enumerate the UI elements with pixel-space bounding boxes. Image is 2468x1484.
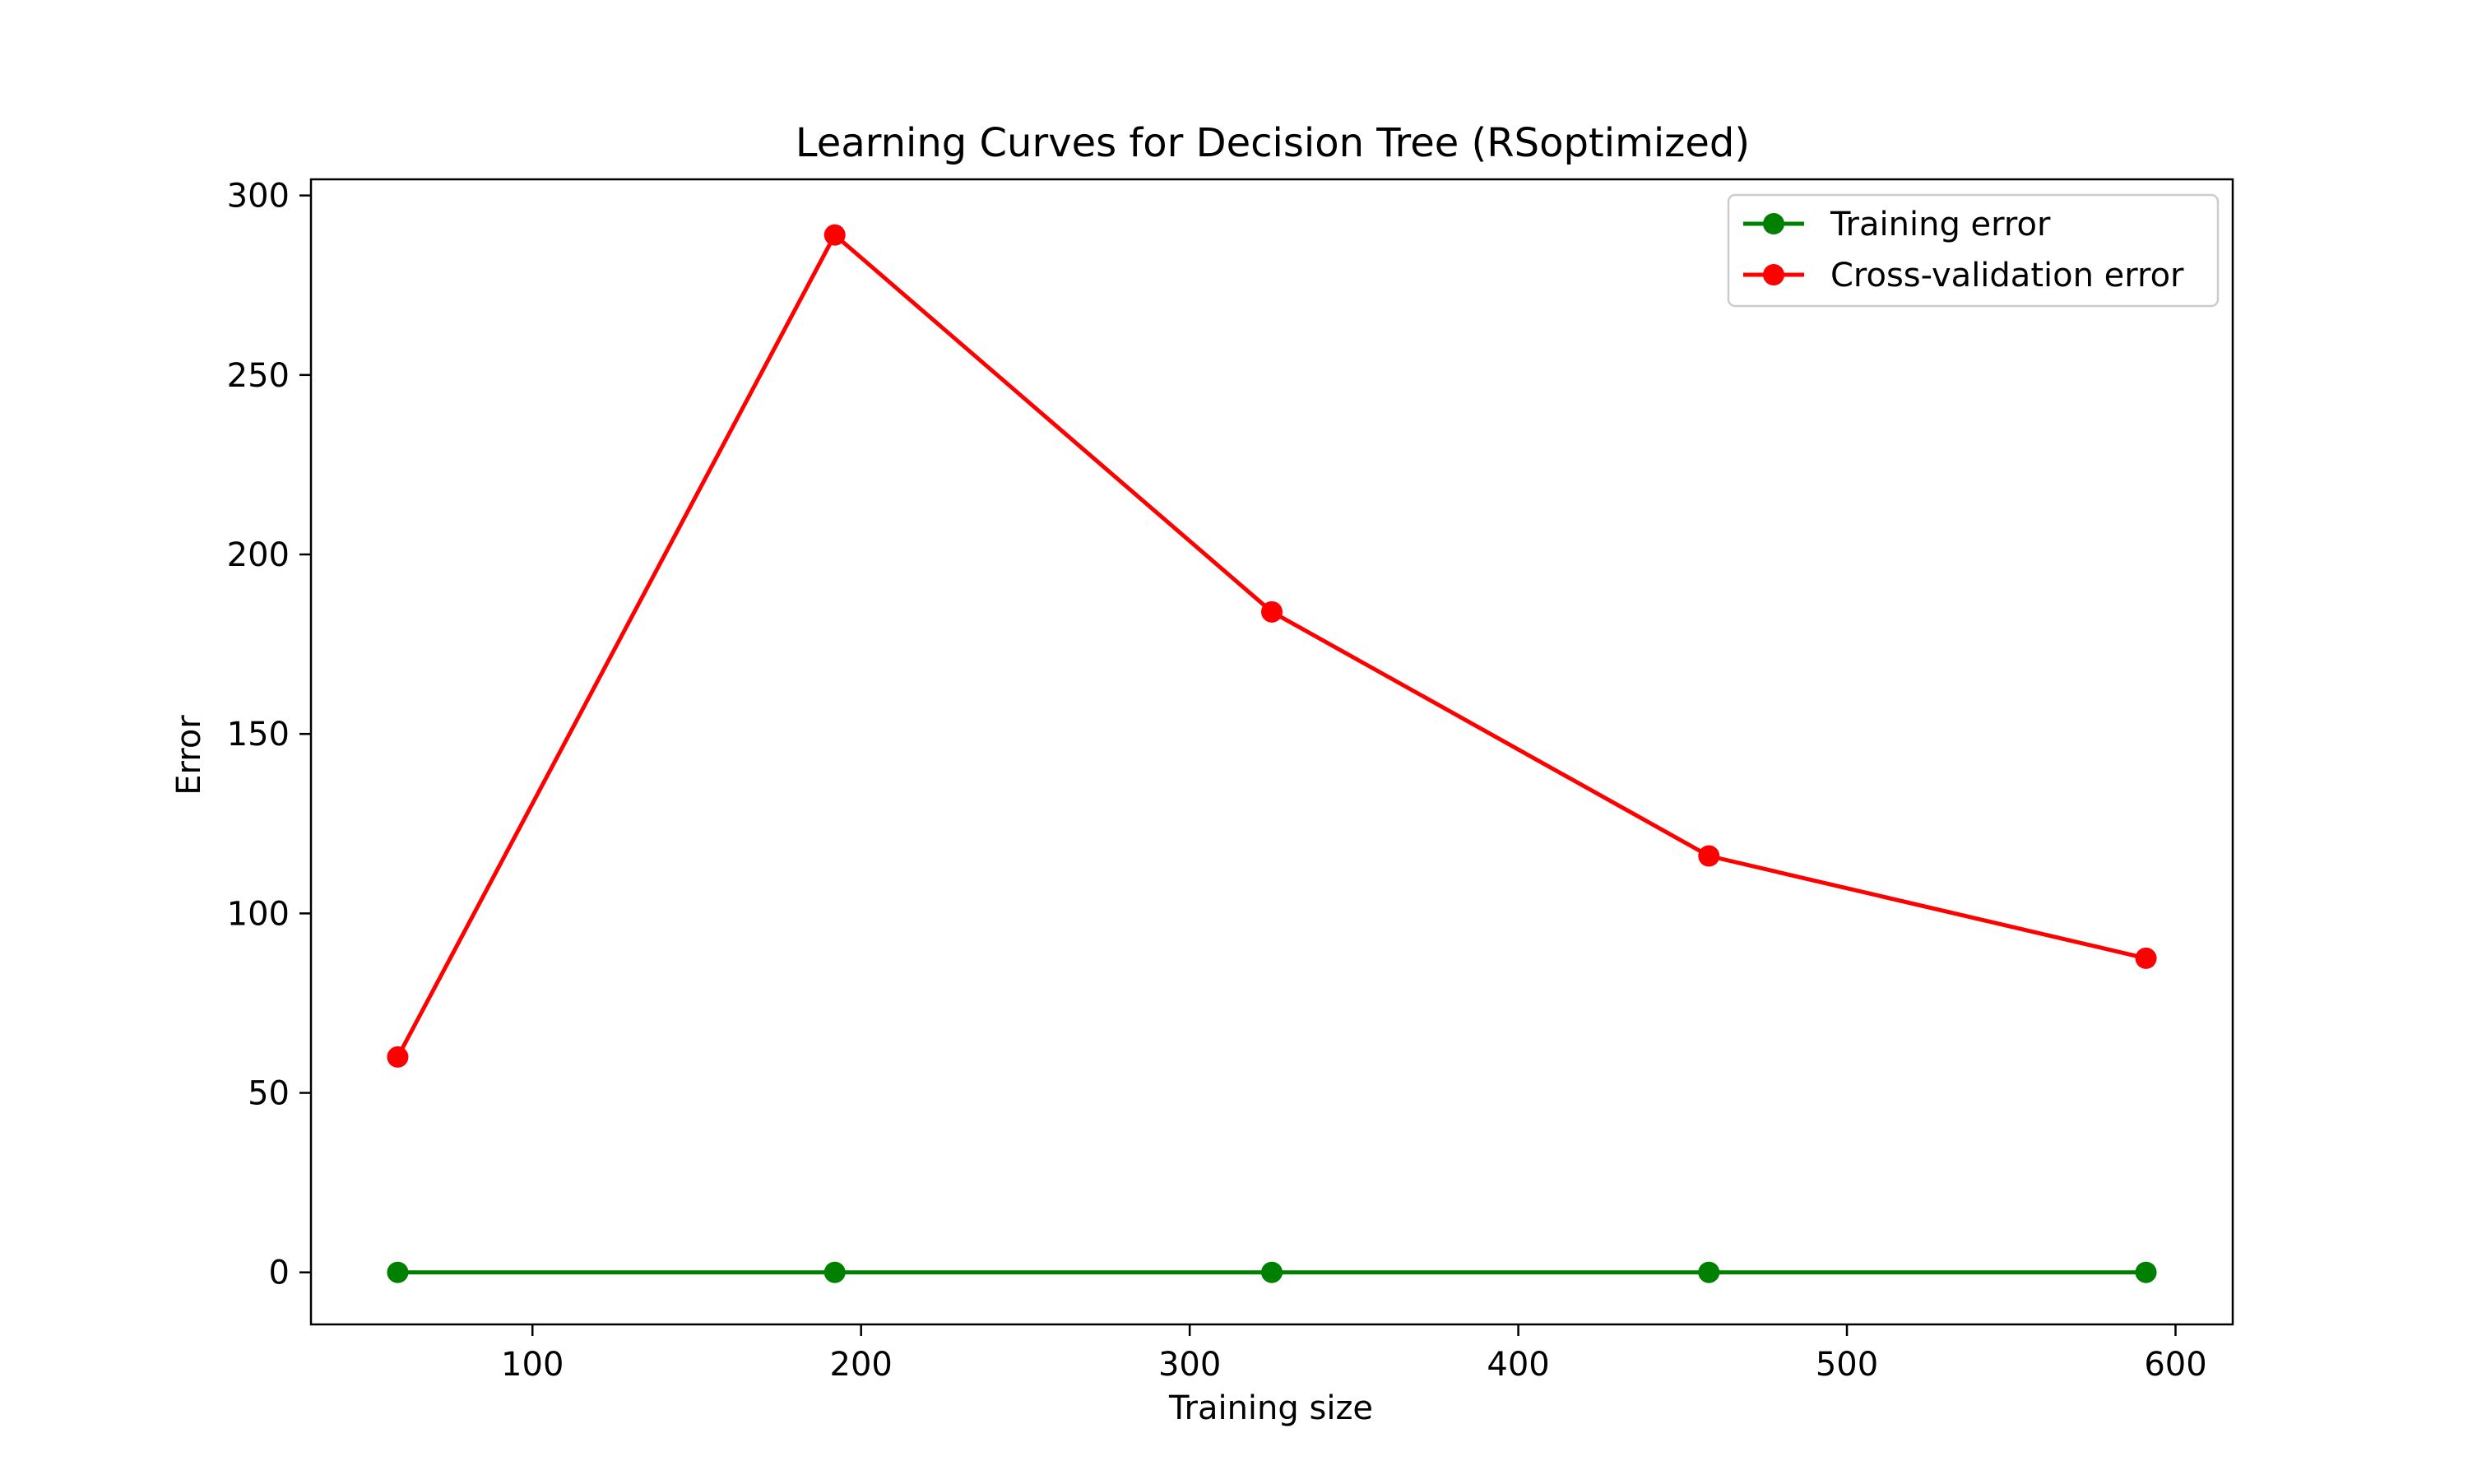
x-tick-label: 100 (501, 1346, 564, 1384)
series-layer (387, 224, 2157, 1283)
data-point-cross-validation-error (387, 1046, 409, 1068)
legend-box (1727, 193, 2220, 308)
x-tick-label: 600 (2144, 1346, 2206, 1384)
legend-label-cross-validation-error: Cross-validation error (1830, 257, 2184, 294)
y-tick-label: 0 (269, 1254, 290, 1292)
y-tick-label: 50 (248, 1075, 290, 1113)
legend: Training error Cross-validation error (1727, 193, 2220, 308)
y-axis-label: Error (170, 715, 208, 795)
x-tick-label: 300 (1158, 1346, 1221, 1384)
data-point-training-error (1698, 1261, 1720, 1283)
data-point-training-error (387, 1261, 409, 1283)
legend-marker-training-error (1763, 213, 1784, 234)
y-axis-ticks: 0 50 100 150 200 250 300 (227, 178, 311, 1292)
x-tick-label: 400 (1487, 1346, 1549, 1384)
data-point-cross-validation-error (2135, 947, 2157, 969)
chart-title: Learning Curves for Decision Tree (RSopt… (796, 120, 1750, 166)
legend-marker-cross-validation-error (1763, 264, 1784, 285)
plot-frame (309, 178, 2234, 1326)
x-tick-label: 200 (830, 1346, 893, 1384)
x-axis-ticks: 100 200 300 400 500 600 (501, 1324, 2207, 1384)
data-point-training-error (1261, 1261, 1283, 1283)
data-point-cross-validation-error (1261, 601, 1283, 623)
y-tick-label: 250 (227, 357, 290, 395)
y-tick-label: 100 (227, 895, 290, 933)
x-axis-label: Training size (1168, 1389, 1373, 1427)
y-tick-label: 300 (227, 178, 290, 216)
x-tick-label: 500 (1816, 1346, 1878, 1384)
data-point-cross-validation-error (823, 224, 846, 246)
y-tick-label: 200 (227, 536, 290, 574)
y-tick-label: 150 (227, 716, 290, 754)
data-point-training-error (823, 1261, 846, 1283)
legend-label-training-error: Training error (1830, 206, 2051, 243)
data-point-training-error (2135, 1261, 2157, 1283)
data-point-cross-validation-error (1698, 845, 1720, 867)
